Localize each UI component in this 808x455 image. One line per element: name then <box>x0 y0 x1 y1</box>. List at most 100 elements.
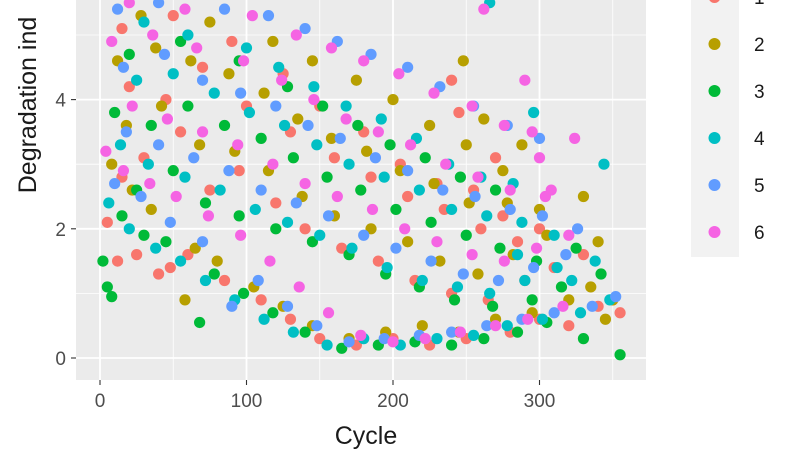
data-point-series-4 <box>598 158 610 170</box>
data-point-series-6 <box>232 139 244 151</box>
data-point-series-3 <box>106 291 118 303</box>
data-point-series-5 <box>610 291 622 303</box>
data-point-series-2 <box>292 113 304 125</box>
data-point-series-6 <box>366 203 379 216</box>
data-point-series-2 <box>472 268 484 280</box>
data-point-series-4 <box>378 171 390 183</box>
data-point-series-3 <box>384 139 396 151</box>
data-point-series-6 <box>530 242 543 254</box>
data-point-series-6 <box>202 210 215 222</box>
legend-label-6: 6 <box>754 223 765 244</box>
data-point-series-5 <box>402 61 414 73</box>
data-point-series-3 <box>167 165 179 177</box>
data-point-series-5 <box>120 126 132 138</box>
data-point-series-2 <box>428 177 440 190</box>
x-axis-ticks: 0 100 200 300 <box>95 380 555 412</box>
y-tick-label: 0 <box>55 349 66 370</box>
data-point-series-5 <box>548 307 560 319</box>
data-point-series-5 <box>311 320 323 332</box>
data-point-series-4 <box>138 16 150 28</box>
data-point-series-5 <box>322 210 335 222</box>
data-point-series-6 <box>504 184 516 196</box>
data-point-series-3 <box>336 342 348 354</box>
data-point-series-2 <box>155 100 168 112</box>
y-axis-title: Degradation ind <box>14 17 42 194</box>
data-point-series-1 <box>577 249 590 261</box>
data-point-series-4 <box>131 74 143 86</box>
data-point-series-6 <box>144 177 156 190</box>
data-point-series-4 <box>484 287 496 299</box>
data-point-series-3 <box>145 119 157 132</box>
data-point-series-1 <box>226 35 238 48</box>
data-point-series-2 <box>478 113 490 125</box>
data-point-series-3 <box>448 294 461 306</box>
data-point-series-1 <box>475 223 487 235</box>
data-point-series-1 <box>116 22 128 35</box>
data-point-series-4 <box>589 255 601 267</box>
data-point-series-5 <box>365 48 377 60</box>
data-point-series-3 <box>182 100 194 112</box>
data-point-series-2 <box>365 223 377 235</box>
data-point-series-5 <box>196 74 209 86</box>
legend-swatch-5 <box>708 179 721 191</box>
data-point-series-4 <box>214 184 226 196</box>
data-point-series-5 <box>390 242 402 254</box>
y-tick-label: 4 <box>55 91 66 112</box>
data-point-series-5 <box>109 177 121 190</box>
data-point-series-4 <box>548 229 560 241</box>
data-point-series-4 <box>249 203 261 216</box>
x-tick-label: 200 <box>377 391 409 412</box>
data-point-series-6 <box>340 113 352 125</box>
data-point-series-4 <box>103 197 115 209</box>
legend-swatch-2 <box>708 38 721 50</box>
data-point-series-4 <box>273 61 285 73</box>
data-point-series-3 <box>317 100 329 112</box>
data-point-series-5 <box>343 336 355 348</box>
data-point-series-5 <box>270 100 282 112</box>
data-point-series-5 <box>111 3 124 15</box>
data-point-series-3 <box>321 171 333 183</box>
data-point-series-6 <box>299 177 311 190</box>
data-point-series-6 <box>466 100 478 112</box>
data-point-series-3 <box>454 171 466 183</box>
data-point-series-4 <box>516 216 528 228</box>
data-point-series-4 <box>281 216 294 228</box>
data-point-series-1 <box>533 223 546 235</box>
data-point-series-6 <box>387 336 399 348</box>
data-point-series-3 <box>478 333 490 345</box>
data-point-series-6 <box>325 42 338 54</box>
data-point-series-6 <box>489 320 502 332</box>
data-point-series-1 <box>284 313 297 325</box>
data-point-series-3 <box>199 197 212 209</box>
data-point-series-5 <box>196 236 209 248</box>
data-point-series-2 <box>267 35 279 48</box>
data-point-series-2 <box>325 132 338 144</box>
data-point-series-2 <box>599 313 612 325</box>
data-point-series-4 <box>179 171 191 183</box>
data-point-series-6 <box>276 74 288 86</box>
data-point-series-3 <box>287 152 299 164</box>
data-point-series-4 <box>413 184 425 196</box>
legend: 1 2 3 4 5 6 <box>691 0 765 257</box>
data-point-series-4 <box>375 113 387 125</box>
x-tick-label: 100 <box>231 391 263 412</box>
legend-swatch-4 <box>708 132 721 144</box>
data-point-series-6 <box>170 190 182 203</box>
y-axis-ticks: 0 2 4 <box>55 91 76 370</box>
data-point-series-3 <box>489 184 502 196</box>
legend-label-4: 4 <box>754 129 765 150</box>
data-point-series-6 <box>293 281 305 293</box>
data-point-series-1 <box>233 165 245 177</box>
data-point-series-6 <box>147 29 159 41</box>
data-point-series-2 <box>145 203 157 216</box>
data-point-series-2 <box>585 281 597 293</box>
legend-key <box>697 0 732 15</box>
data-point-series-3 <box>526 294 538 306</box>
data-point-series-1 <box>255 294 267 306</box>
data-point-series-5 <box>334 132 346 144</box>
data-point-series-5 <box>164 216 176 228</box>
data-point-series-2 <box>179 294 191 306</box>
data-point-series-1 <box>111 255 124 267</box>
data-point-series-1 <box>182 249 194 261</box>
